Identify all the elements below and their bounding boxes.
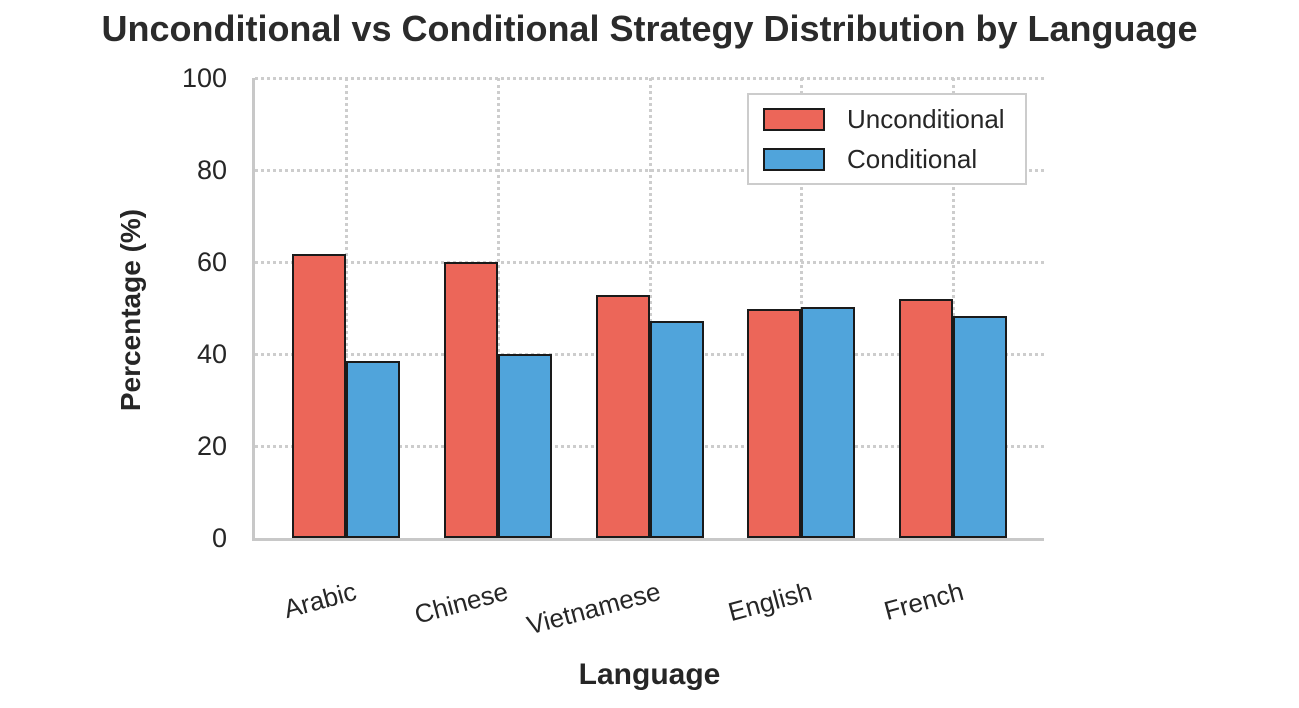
gridline-x-vietnamese — [648, 78, 652, 538]
legend-swatch-unconditional — [763, 107, 825, 131]
y-tick-100: 100 — [181, 63, 227, 93]
bar-conditional-english — [801, 307, 856, 538]
legend-label-conditional: Conditional — [847, 143, 978, 174]
y-tick-80: 80 — [196, 155, 227, 185]
legend: Unconditional Conditional — [747, 93, 1027, 185]
gridline-x-french — [952, 78, 955, 538]
x-tick-french: French — [880, 576, 967, 626]
x-tick-chinese: Chinese — [411, 576, 512, 630]
y-tick-0: 0 — [211, 523, 227, 553]
gridline-x-chinese — [496, 78, 500, 538]
legend-label-unconditional: Unconditional — [847, 103, 1005, 134]
bar-conditional-vietnamese — [649, 321, 704, 538]
plot-area — [255, 77, 1044, 538]
legend-swatch-conditional — [763, 147, 825, 171]
bar-conditional-french — [953, 316, 1007, 538]
bar-conditional-arabic — [346, 361, 400, 538]
y-tick-60: 60 — [196, 247, 227, 277]
x-axis-label: Language — [578, 658, 721, 691]
bar-unconditional-french — [899, 299, 953, 538]
bar-unconditional-arabic — [292, 254, 346, 538]
bar-unconditional-chinese — [443, 262, 498, 538]
y-tick-40: 40 — [196, 339, 227, 369]
y-tick-20: 20 — [196, 431, 227, 461]
gridline-x-arabic — [345, 78, 348, 538]
legend-row-conditional: Conditional — [763, 144, 1011, 175]
legend-row-unconditional: Unconditional — [763, 104, 1011, 135]
y-axis-label: Percentage (%) — [115, 208, 146, 412]
x-tick-vietnamese: Vietnamese — [523, 576, 664, 641]
bar-conditional-chinese — [497, 354, 552, 538]
x-axis-spine — [252, 538, 1044, 541]
y-axis-spine — [252, 78, 255, 541]
bar-unconditional-english — [747, 309, 802, 538]
x-tick-arabic: Arabic — [280, 576, 360, 625]
x-tick-english: English — [724, 576, 816, 628]
bar-unconditional-vietnamese — [595, 295, 650, 538]
chart-title: Unconditional vs Conditional Strategy Di… — [101, 8, 1198, 49]
